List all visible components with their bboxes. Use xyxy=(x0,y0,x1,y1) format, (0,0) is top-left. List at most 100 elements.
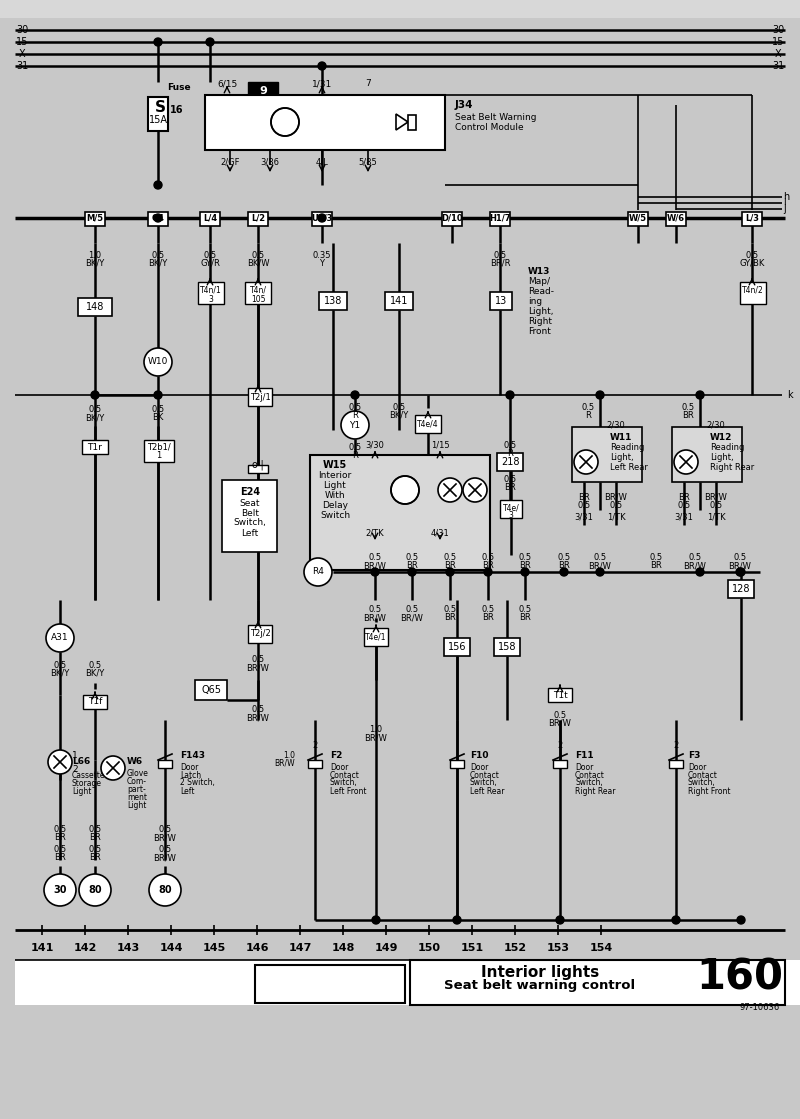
Text: 0.5: 0.5 xyxy=(406,605,418,614)
Text: Door: Door xyxy=(470,762,488,771)
Text: 138: 138 xyxy=(324,297,342,305)
Circle shape xyxy=(556,916,564,924)
Text: BR/W: BR/W xyxy=(605,492,627,501)
Text: Light,: Light, xyxy=(528,308,554,317)
Circle shape xyxy=(351,391,359,399)
Text: Interior: Interior xyxy=(318,471,352,480)
Text: ing: ing xyxy=(528,298,542,307)
Text: 30: 30 xyxy=(54,885,66,895)
Text: 15: 15 xyxy=(772,37,784,47)
Bar xyxy=(255,965,405,1003)
Circle shape xyxy=(438,478,462,502)
Text: T2b1/: T2b1/ xyxy=(147,442,171,451)
Circle shape xyxy=(560,568,568,576)
Circle shape xyxy=(453,916,461,924)
Text: Left Rear: Left Rear xyxy=(470,787,505,796)
Bar xyxy=(669,760,683,768)
Text: 2/TK: 2/TK xyxy=(366,528,384,537)
Text: Interior lights: Interior lights xyxy=(481,965,599,979)
Text: M/5: M/5 xyxy=(86,214,103,223)
Bar xyxy=(15,960,800,1002)
Text: R4: R4 xyxy=(312,567,324,576)
Bar xyxy=(222,480,277,552)
Bar xyxy=(248,388,272,406)
Bar xyxy=(83,695,107,709)
Text: BR: BR xyxy=(406,562,418,571)
Text: 0.5: 0.5 xyxy=(54,846,66,855)
Text: 13: 13 xyxy=(495,297,507,305)
Text: BR/W: BR/W xyxy=(246,664,270,673)
Text: Storage: Storage xyxy=(72,779,102,788)
Text: Latch: Latch xyxy=(180,771,201,780)
Text: Y: Y xyxy=(319,258,325,267)
Text: Contact: Contact xyxy=(470,771,500,780)
Text: 0.5: 0.5 xyxy=(151,251,165,260)
Text: Right Front: Right Front xyxy=(688,787,730,796)
Text: 0.5: 0.5 xyxy=(349,442,362,451)
Circle shape xyxy=(506,391,514,399)
Text: 4/31: 4/31 xyxy=(430,528,450,537)
Text: Switch,: Switch, xyxy=(234,518,266,527)
Text: 0.5: 0.5 xyxy=(734,554,746,563)
Text: 0.5: 0.5 xyxy=(578,500,590,509)
Circle shape xyxy=(696,568,704,576)
Text: 6/15: 6/15 xyxy=(217,79,237,88)
Text: BR: BR xyxy=(54,854,66,863)
Text: 148: 148 xyxy=(86,302,104,312)
Text: 0.5: 0.5 xyxy=(689,554,702,563)
Text: T1r: T1r xyxy=(87,442,102,451)
Bar xyxy=(442,211,462,226)
Bar xyxy=(158,760,172,768)
Text: W10: W10 xyxy=(148,357,168,367)
Text: X: X xyxy=(18,49,26,59)
Text: Q4: Q4 xyxy=(151,214,165,223)
Text: 2: 2 xyxy=(558,741,562,750)
Text: BR/W: BR/W xyxy=(401,613,423,622)
Text: 1.0: 1.0 xyxy=(283,751,295,760)
Text: 31: 31 xyxy=(16,62,28,70)
Text: BR/W: BR/W xyxy=(705,492,727,501)
Text: i: i xyxy=(783,198,786,208)
Circle shape xyxy=(154,391,162,399)
Bar xyxy=(410,960,785,1005)
Circle shape xyxy=(596,568,604,576)
Bar xyxy=(144,440,174,462)
Text: 141: 141 xyxy=(30,943,54,953)
Text: 2 Switch,: 2 Switch, xyxy=(180,779,215,788)
Text: BR: BR xyxy=(650,562,662,571)
Text: 0.5: 0.5 xyxy=(151,405,165,414)
Bar xyxy=(740,282,766,304)
Text: 0.5: 0.5 xyxy=(682,404,694,413)
Text: 151: 151 xyxy=(461,943,483,953)
Circle shape xyxy=(154,38,162,46)
Text: 1.0: 1.0 xyxy=(89,251,102,260)
Text: Light: Light xyxy=(72,787,91,796)
Bar xyxy=(444,638,470,656)
Text: X: X xyxy=(774,49,782,59)
Text: 31: 31 xyxy=(772,62,784,70)
Text: BR: BR xyxy=(558,562,570,571)
Text: 2/30: 2/30 xyxy=(706,421,725,430)
Bar xyxy=(490,211,510,226)
Text: 2/GF: 2/GF xyxy=(220,158,240,167)
Circle shape xyxy=(271,109,299,137)
Text: 150: 150 xyxy=(418,943,441,953)
Circle shape xyxy=(574,450,598,474)
Text: Door: Door xyxy=(688,762,706,771)
Text: Left Rear: Left Rear xyxy=(610,462,648,471)
Text: 0.5: 0.5 xyxy=(349,403,362,412)
Bar xyxy=(82,440,108,454)
Text: BR/W: BR/W xyxy=(365,733,387,743)
Circle shape xyxy=(391,476,419,504)
Text: Right: Right xyxy=(528,318,552,327)
Text: Right Rear: Right Rear xyxy=(575,787,615,796)
Bar xyxy=(248,466,268,473)
Text: 128: 128 xyxy=(732,584,750,594)
Text: 1.0: 1.0 xyxy=(370,725,382,734)
Text: W11: W11 xyxy=(610,433,632,442)
Text: Switch,: Switch, xyxy=(575,779,602,788)
Text: Fuse: Fuse xyxy=(167,84,190,93)
Text: Cassette: Cassette xyxy=(72,771,106,780)
Text: T4n/2: T4n/2 xyxy=(742,285,764,294)
Text: 15: 15 xyxy=(16,37,28,47)
